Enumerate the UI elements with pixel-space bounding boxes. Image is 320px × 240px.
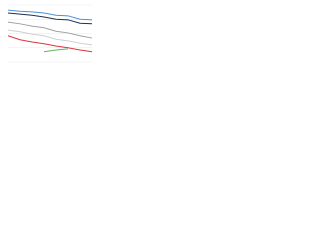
- series-line: [7, 21, 93, 39]
- page: {"chart_data": {"type": "line", "categor…: [0, 0, 320, 71]
- series-line: [7, 12, 93, 25]
- series-line: [7, 9, 93, 21]
- series-line: [7, 29, 93, 46]
- chart: [7, 4, 93, 63]
- series-line: [43, 48, 69, 53]
- series-line: [7, 35, 93, 53]
